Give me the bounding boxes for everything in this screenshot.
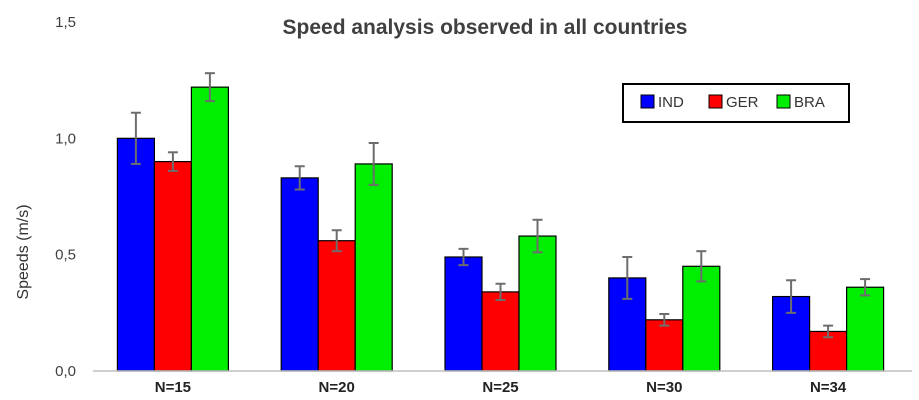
x-tick-label: N=34 bbox=[810, 379, 847, 396]
y-tick-label: 0,0 bbox=[55, 363, 76, 380]
x-tick-label: N=20 bbox=[319, 379, 355, 396]
x-tick-label: N=25 bbox=[482, 379, 518, 396]
error-bar-bra-3 bbox=[532, 218, 543, 254]
bar-ger-2 bbox=[317, 240, 356, 372]
error-bar-bra-4 bbox=[696, 250, 707, 283]
error-bar-ind-1 bbox=[130, 111, 141, 165]
error-bar-ind-2 bbox=[294, 165, 305, 191]
bar-bra-5 bbox=[845, 286, 885, 372]
bar-ind-1 bbox=[116, 137, 156, 372]
bar-bra-1 bbox=[190, 86, 229, 372]
error-bar-ind-3 bbox=[458, 247, 469, 267]
legend-swatch-ind bbox=[640, 94, 655, 109]
y-tick-label: 1,0 bbox=[55, 130, 76, 147]
legend-box bbox=[622, 83, 850, 123]
legend-swatch-ger bbox=[708, 94, 723, 109]
bar-bra-2 bbox=[354, 163, 393, 372]
x-axis: N=15 N=20 N=25 N=30 N=34 bbox=[93, 370, 912, 396]
legend: IND GER BRA bbox=[622, 83, 850, 123]
error-bar-ger-2 bbox=[331, 229, 342, 253]
error-bar-ger-4 bbox=[659, 312, 670, 327]
bar-ger-1 bbox=[153, 161, 192, 372]
y-tick-label: 0,5 bbox=[55, 247, 76, 264]
bar-bra-3 bbox=[518, 235, 557, 372]
y-axis-ticks: 0,0 0,5 1,0 1,5 bbox=[55, 14, 76, 380]
bar-ger-4 bbox=[645, 319, 684, 372]
error-bar-bra-5 bbox=[860, 278, 871, 297]
bar-ger-3 bbox=[481, 291, 520, 372]
error-bar-ger-5 bbox=[823, 324, 834, 339]
bar-bra-4 bbox=[682, 265, 721, 372]
x-tick-label: N=15 bbox=[155, 379, 191, 396]
chart-title: Speed analysis observed in all countries bbox=[283, 16, 688, 39]
error-bar-ind-4 bbox=[622, 255, 633, 300]
y-tick-label: 1,5 bbox=[55, 14, 76, 31]
error-bar-ger-1 bbox=[167, 151, 178, 172]
bar-ind-2 bbox=[280, 177, 319, 372]
legend-label-ind: IND bbox=[658, 94, 684, 111]
legend-label-bra: BRA bbox=[794, 94, 825, 111]
error-bar-bra-2 bbox=[368, 141, 379, 186]
error-bar-ger-3 bbox=[495, 282, 506, 302]
error-bar-bra-1 bbox=[204, 72, 215, 103]
bar-groups bbox=[116, 72, 885, 372]
legend-label-ger: GER bbox=[726, 94, 759, 111]
y-axis-label: Speeds (m/s) bbox=[15, 204, 32, 299]
error-bar-ind-5 bbox=[786, 279, 797, 314]
bar-ind-3 bbox=[444, 256, 483, 372]
x-tick-label: N=30 bbox=[646, 379, 682, 396]
legend-swatch-bra bbox=[776, 94, 791, 109]
